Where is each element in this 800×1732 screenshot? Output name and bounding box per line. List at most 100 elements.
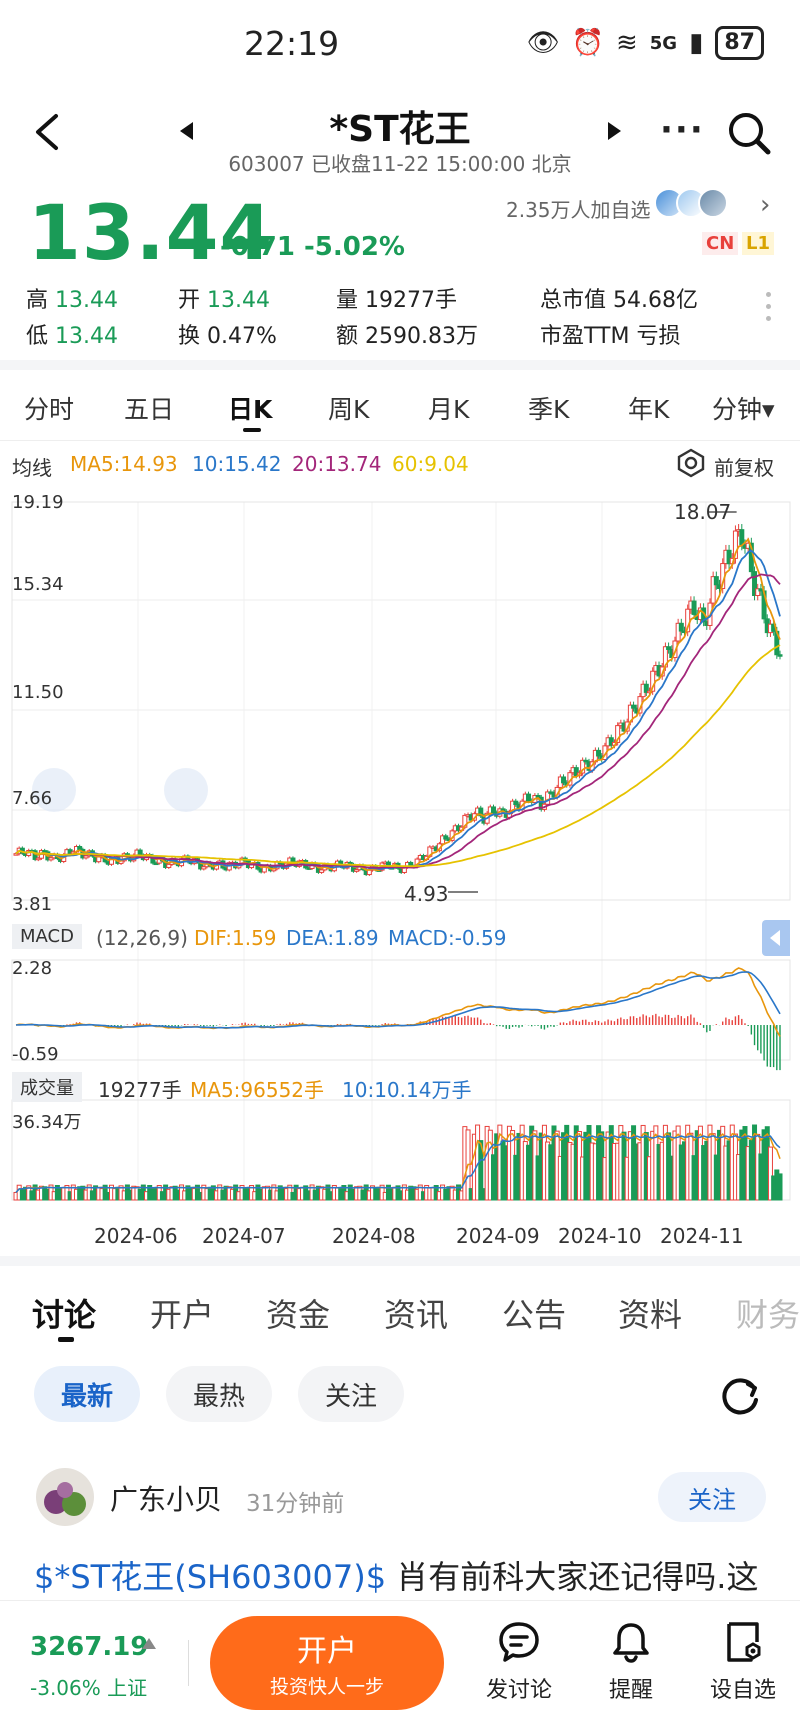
follow-count[interactable]: 2.35万人加自选 bbox=[506, 198, 651, 222]
divider bbox=[188, 1640, 189, 1686]
nav-label: 发讨论 bbox=[485, 1678, 552, 1703]
stat-high: 高 13.44 bbox=[26, 288, 118, 313]
restore-mode-button[interactable]: 前复权 bbox=[714, 456, 774, 480]
period-tab[interactable]: 日K bbox=[228, 395, 273, 424]
period-tab[interactable]: 月K bbox=[428, 395, 470, 424]
search-icon[interactable] bbox=[726, 110, 772, 156]
candle bbox=[137, 849, 143, 856]
watchlist-settings-icon bbox=[727, 1622, 761, 1662]
section-tab[interactable]: 开户 bbox=[150, 1296, 215, 1334]
candle bbox=[691, 600, 697, 615]
open-account-button[interactable]: 开户 投资快人一步 bbox=[210, 1616, 444, 1710]
index-change[interactable]: -3.06% 上证 bbox=[30, 1676, 148, 1700]
period-tab[interactable]: 年K bbox=[628, 395, 670, 424]
price-axis-tick: 19.19 bbox=[12, 492, 64, 513]
high-annotation: 18.07 bbox=[674, 500, 732, 524]
section-tab[interactable]: 公告 bbox=[502, 1296, 567, 1334]
wifi-icon: ≋ bbox=[615, 28, 638, 58]
filter-latest[interactable]: 最新 bbox=[34, 1366, 140, 1422]
candle bbox=[354, 869, 360, 872]
reminder-button[interactable]: 提醒 bbox=[586, 1620, 676, 1704]
volume-label[interactable]: 成交量 bbox=[12, 1072, 82, 1102]
kline-chart[interactable] bbox=[0, 480, 800, 1220]
price-axis-tick: 3.81 bbox=[12, 894, 53, 915]
prev-stock-icon[interactable] bbox=[180, 122, 193, 140]
volume-bar bbox=[767, 1146, 773, 1201]
network-label: 5G bbox=[649, 32, 678, 54]
macd-label[interactable]: MACD bbox=[12, 924, 82, 949]
ma20-line bbox=[15, 573, 781, 869]
section-tab[interactable]: 资料 bbox=[618, 1296, 683, 1334]
stat-volume: 量 19277手 bbox=[336, 288, 458, 313]
tab-underline bbox=[243, 428, 261, 432]
side-panel-toggle[interactable] bbox=[762, 920, 790, 956]
more-stats-icon[interactable] bbox=[766, 292, 772, 328]
market-badge-cn: CN bbox=[702, 232, 739, 255]
stat-open: 开 13.44 bbox=[178, 288, 270, 313]
period-tab[interactable]: 分钟▾ bbox=[712, 395, 775, 424]
volume-value: 19277手 bbox=[98, 1078, 182, 1102]
volume-ma10: 10:10.14万手 bbox=[342, 1078, 472, 1102]
ma10-value: 10:15.42 bbox=[192, 452, 282, 476]
candle bbox=[713, 576, 719, 586]
back-icon[interactable] bbox=[26, 110, 70, 154]
period-tab[interactable]: 季K bbox=[528, 395, 570, 424]
level-badge-l1: L1 bbox=[742, 232, 774, 255]
section-tab[interactable]: 资金 bbox=[266, 1296, 331, 1334]
candle bbox=[491, 806, 496, 814]
candle bbox=[678, 622, 684, 632]
period-tab[interactable]: 五日 bbox=[124, 395, 175, 424]
candle bbox=[755, 588, 761, 597]
more-icon[interactable]: ··· bbox=[660, 110, 705, 150]
candle bbox=[710, 576, 716, 604]
status-time: 22:19 bbox=[244, 24, 340, 63]
date-tick: 2024-06 bbox=[94, 1224, 178, 1248]
date-tick: 2024-07 bbox=[202, 1224, 286, 1248]
avatar bbox=[698, 188, 728, 218]
macd-value: MACD:-0.59 bbox=[388, 926, 507, 950]
stock-link[interactable]: $*ST花王(SH603007)$ bbox=[34, 1558, 387, 1596]
divider bbox=[0, 440, 800, 441]
section-tab[interactable]: 讨论 bbox=[32, 1296, 97, 1334]
date-tick: 2024-09 bbox=[456, 1224, 540, 1248]
candle bbox=[121, 853, 127, 862]
macd-panel-border bbox=[11, 959, 791, 1061]
candle bbox=[726, 549, 732, 565]
post-discussion-button[interactable]: 发讨论 bbox=[474, 1620, 564, 1704]
section-tab[interactable]: 资讯 bbox=[384, 1296, 449, 1334]
price-axis-tick: 11.50 bbox=[12, 682, 64, 703]
price-change: -0.71 -5.02% bbox=[220, 232, 405, 262]
date-tick: 2024-11 bbox=[660, 1224, 744, 1248]
filter-hot[interactable]: 最热 bbox=[166, 1366, 272, 1422]
follower-avatars[interactable] bbox=[654, 188, 728, 218]
low-annotation: 4.93 bbox=[404, 882, 449, 906]
add-watchlist-button[interactable]: 设自选 bbox=[698, 1620, 788, 1704]
divider bbox=[0, 360, 800, 370]
candle bbox=[583, 759, 589, 763]
section-tab[interactable]: 财务 bbox=[736, 1296, 800, 1334]
period-tab[interactable]: 分时 bbox=[24, 395, 75, 424]
follow-button[interactable]: 关注 bbox=[658, 1472, 766, 1522]
filter-following[interactable]: 关注 bbox=[298, 1366, 404, 1422]
bell-icon bbox=[613, 1623, 649, 1663]
scroll-left-button bbox=[32, 768, 76, 812]
next-stock-icon[interactable] bbox=[608, 122, 621, 140]
refresh-icon[interactable] bbox=[718, 1374, 762, 1418]
price-axis-tick: 7.66 bbox=[12, 788, 53, 809]
candle bbox=[478, 807, 484, 817]
alarm-icon: ⏰ bbox=[571, 28, 604, 58]
ma-legend-title: 均线 bbox=[12, 456, 52, 480]
candle bbox=[538, 796, 544, 810]
post-content[interactable]: $*ST花王(SH603007)$ 肖有前科大家还记得吗.这 bbox=[34, 1552, 774, 1598]
post-username[interactable]: 广东小贝 bbox=[110, 1483, 223, 1516]
page-subtitle: 603007 已收盘11-22 15:00:00 北京 bbox=[228, 152, 572, 176]
candle bbox=[166, 863, 172, 868]
candle bbox=[675, 622, 681, 642]
index-value[interactable]: 3267.19 bbox=[30, 1632, 149, 1662]
settings-hex-icon[interactable] bbox=[676, 448, 706, 478]
period-tab[interactable]: 周K bbox=[328, 395, 370, 424]
avatar[interactable] bbox=[36, 1468, 94, 1526]
candle bbox=[666, 646, 672, 650]
chevron-right-icon[interactable]: › bbox=[760, 190, 771, 220]
candle bbox=[624, 721, 630, 732]
